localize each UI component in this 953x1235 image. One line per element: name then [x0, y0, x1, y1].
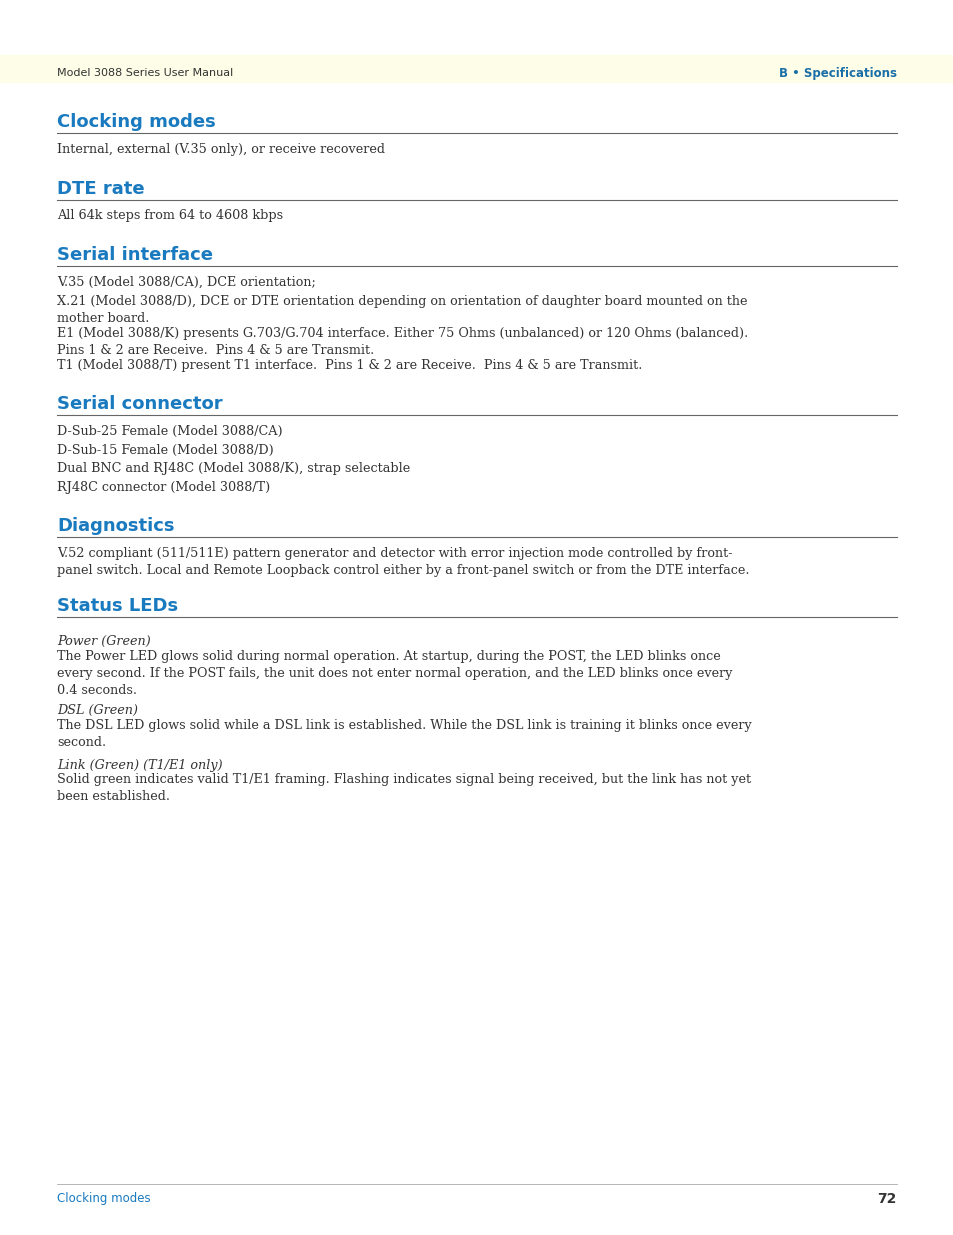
Text: V.35 (Model 3088/CA), DCE orientation;: V.35 (Model 3088/CA), DCE orientation;: [57, 275, 315, 289]
Text: Solid green indicates valid T1/E1 framing. Flashing indicates signal being recei: Solid green indicates valid T1/E1 framin…: [57, 773, 750, 804]
Text: T1 (Model 3088/T) present T1 interface.  Pins 1 & 2 are Receive.  Pins 4 & 5 are: T1 (Model 3088/T) present T1 interface. …: [57, 358, 641, 372]
Text: E1 (Model 3088/K) presents G.703/G.704 interface. Either 75 Ohms (unbalanced) or: E1 (Model 3088/K) presents G.703/G.704 i…: [57, 326, 747, 357]
Text: 72: 72: [877, 1192, 896, 1207]
Text: RJ48C connector (Model 3088/T): RJ48C connector (Model 3088/T): [57, 480, 270, 494]
Text: Diagnostics: Diagnostics: [57, 517, 174, 535]
Text: D-Sub-15 Female (Model 3088/D): D-Sub-15 Female (Model 3088/D): [57, 443, 274, 457]
Text: X.21 (Model 3088/D), DCE or DTE orientation depending on orientation of daughter: X.21 (Model 3088/D), DCE or DTE orientat…: [57, 294, 747, 325]
Text: Clocking modes: Clocking modes: [57, 112, 215, 131]
Text: Serial interface: Serial interface: [57, 246, 213, 264]
Text: Clocking modes: Clocking modes: [57, 1192, 151, 1205]
Text: All 64k steps from 64 to 4608 kbps: All 64k steps from 64 to 4608 kbps: [57, 210, 283, 222]
Text: DTE rate: DTE rate: [57, 179, 145, 198]
Text: Link (Green) (T1/E1 only): Link (Green) (T1/E1 only): [57, 758, 222, 772]
Text: B • Specifications: B • Specifications: [779, 67, 896, 79]
Text: D-Sub-25 Female (Model 3088/CA): D-Sub-25 Female (Model 3088/CA): [57, 425, 282, 438]
Text: DSL (Green): DSL (Green): [57, 704, 138, 716]
Text: The Power LED glows solid during normal operation. At startup, during the POST, : The Power LED glows solid during normal …: [57, 650, 732, 697]
Text: V.52 compliant (511/511E) pattern generator and detector with error injection mo: V.52 compliant (511/511E) pattern genera…: [57, 547, 749, 577]
Text: Status LEDs: Status LEDs: [57, 597, 178, 615]
Text: Model 3088 Series User Manual: Model 3088 Series User Manual: [57, 68, 233, 78]
Bar: [0, 56, 953, 82]
Text: The DSL LED glows solid while a DSL link is established. While the DSL link is t: The DSL LED glows solid while a DSL link…: [57, 719, 751, 748]
Text: Internal, external (V.35 only), or receive recovered: Internal, external (V.35 only), or recei…: [57, 143, 385, 156]
Text: Power (Green): Power (Green): [57, 635, 151, 648]
Text: Dual BNC and RJ48C (Model 3088/K), strap selectable: Dual BNC and RJ48C (Model 3088/K), strap…: [57, 462, 410, 475]
Text: Serial connector: Serial connector: [57, 395, 222, 412]
